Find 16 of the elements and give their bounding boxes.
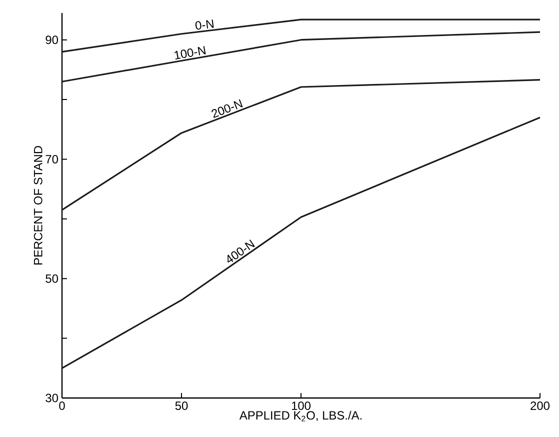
text: 0-N [195, 20, 214, 30]
text: 100-N [174, 46, 206, 60]
x-tick-label: 200 [530, 402, 550, 410]
y-tick-label: 90 [46, 36, 58, 44]
y-tick-label: 50 [46, 274, 58, 283]
x-tick-label: 100 [292, 402, 311, 410]
line-series [61, 31, 541, 82]
line-series [61, 116, 541, 369]
x-tick-label: 50 [175, 402, 188, 410]
y-tick-label: 70 [46, 155, 58, 164]
x-tick-label: 0 [59, 402, 65, 410]
x-axis-title: APPLIED K$_{2}$O, LBS./A. [239, 410, 362, 422]
text: 200-N [212, 99, 243, 118]
line-series [61, 79, 541, 211]
y-tick-label: 30 [46, 394, 58, 402]
y-axis-title: PERCENT OF STAND [34, 146, 42, 265]
